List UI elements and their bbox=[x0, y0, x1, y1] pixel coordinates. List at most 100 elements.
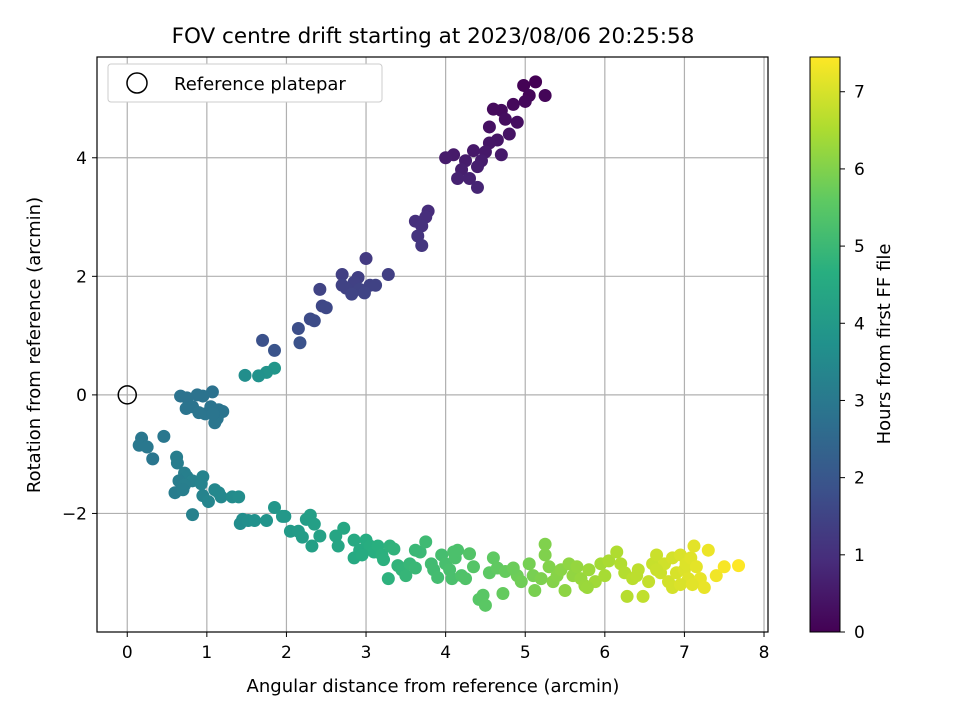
data-point bbox=[459, 572, 473, 586]
data-point bbox=[179, 402, 193, 416]
data-point bbox=[268, 501, 282, 515]
legend: Reference platepar bbox=[107, 63, 383, 103]
y-tick-label: 4 bbox=[76, 149, 87, 169]
data-point bbox=[701, 543, 715, 557]
data-point bbox=[529, 75, 543, 89]
data-point bbox=[447, 545, 461, 559]
data-point bbox=[194, 477, 208, 491]
data-point bbox=[431, 570, 445, 584]
y-tick-label: 0 bbox=[76, 386, 87, 406]
x-tick-label: 1 bbox=[201, 643, 212, 663]
data-point bbox=[602, 554, 616, 568]
data-point bbox=[278, 509, 292, 523]
data-point bbox=[345, 287, 359, 301]
colorbar-tick-label: 3 bbox=[854, 391, 865, 411]
data-point bbox=[538, 537, 552, 551]
data-point bbox=[514, 575, 528, 589]
legend-box bbox=[107, 63, 383, 103]
colorbar-tick-label: 2 bbox=[854, 469, 865, 489]
data-point bbox=[295, 530, 309, 544]
data-point bbox=[146, 452, 160, 466]
data-point bbox=[570, 560, 584, 574]
data-point bbox=[636, 589, 650, 603]
data-point bbox=[214, 490, 228, 504]
data-point bbox=[630, 569, 644, 583]
data-point bbox=[494, 148, 508, 162]
data-point bbox=[313, 529, 327, 543]
data-point bbox=[466, 144, 480, 158]
colorbar-label: Hours from first FF file bbox=[874, 244, 895, 445]
y-tick-label: 2 bbox=[76, 267, 87, 287]
data-point bbox=[486, 102, 500, 116]
x-axis-label: Angular distance from reference (arcmin) bbox=[247, 676, 620, 697]
data-point bbox=[496, 586, 510, 600]
data-points bbox=[132, 75, 746, 612]
data-point bbox=[502, 127, 516, 141]
y-axis-ticks: −2 0 2 4 bbox=[62, 149, 97, 524]
colorbar-tick-label: 6 bbox=[854, 160, 865, 180]
x-tick-label: 7 bbox=[679, 643, 690, 663]
data-point bbox=[687, 539, 701, 553]
data-point bbox=[470, 180, 484, 194]
data-point bbox=[256, 333, 270, 347]
x-tick-label: 4 bbox=[440, 643, 451, 663]
colorbar bbox=[809, 56, 841, 633]
data-point bbox=[313, 282, 327, 296]
grid-lines bbox=[97, 57, 768, 632]
data-point bbox=[506, 97, 520, 111]
data-point bbox=[238, 368, 252, 382]
data-point bbox=[190, 388, 204, 402]
data-point bbox=[305, 539, 319, 553]
legend-marker-icon bbox=[126, 72, 148, 94]
data-point bbox=[186, 508, 200, 522]
data-point bbox=[387, 542, 401, 556]
data-point bbox=[498, 112, 512, 126]
data-point bbox=[642, 575, 656, 589]
data-point bbox=[419, 535, 433, 549]
x-tick-label: 5 bbox=[520, 643, 531, 663]
data-point bbox=[307, 314, 321, 328]
data-point bbox=[538, 548, 552, 562]
data-point bbox=[381, 572, 395, 586]
data-point bbox=[408, 543, 422, 557]
data-point bbox=[558, 584, 572, 598]
data-point bbox=[415, 219, 429, 233]
chart-title: FOV centre drift starting at 2023/08/06 … bbox=[172, 24, 695, 49]
plot-frame bbox=[96, 56, 769, 633]
data-point bbox=[582, 563, 596, 577]
data-point bbox=[732, 559, 746, 573]
colorbar-tick-label: 5 bbox=[854, 237, 865, 257]
data-point bbox=[650, 548, 664, 562]
data-point bbox=[293, 336, 307, 350]
data-point bbox=[347, 533, 361, 547]
data-point bbox=[415, 239, 429, 253]
data-point bbox=[517, 78, 531, 92]
data-point bbox=[357, 286, 371, 300]
data-point bbox=[140, 440, 154, 454]
data-point bbox=[534, 572, 548, 586]
data-point bbox=[439, 151, 453, 165]
data-point bbox=[482, 120, 496, 134]
colorbar-ticks: 0 1 2 3 4 5 6 7 bbox=[840, 83, 865, 643]
data-point bbox=[248, 514, 262, 528]
data-point bbox=[620, 589, 634, 603]
data-point bbox=[260, 514, 274, 528]
data-point bbox=[478, 598, 492, 612]
data-point bbox=[331, 539, 345, 553]
data-point bbox=[377, 553, 391, 567]
data-point bbox=[518, 94, 532, 108]
colorbar-tick-label: 1 bbox=[854, 546, 865, 566]
x-axis-ticks: 0 1 2 3 4 5 6 7 8 bbox=[122, 632, 770, 663]
data-point bbox=[650, 563, 664, 577]
data-point bbox=[709, 569, 723, 583]
data-point bbox=[201, 495, 215, 509]
data-point bbox=[359, 252, 373, 266]
data-point bbox=[610, 545, 624, 559]
data-point bbox=[355, 548, 369, 562]
x-tick-label: 8 bbox=[759, 643, 770, 663]
colorbar-tick-label: 7 bbox=[854, 83, 865, 103]
x-tick-label: 6 bbox=[599, 643, 610, 663]
x-tick-label: 2 bbox=[281, 643, 292, 663]
data-point bbox=[157, 429, 171, 443]
